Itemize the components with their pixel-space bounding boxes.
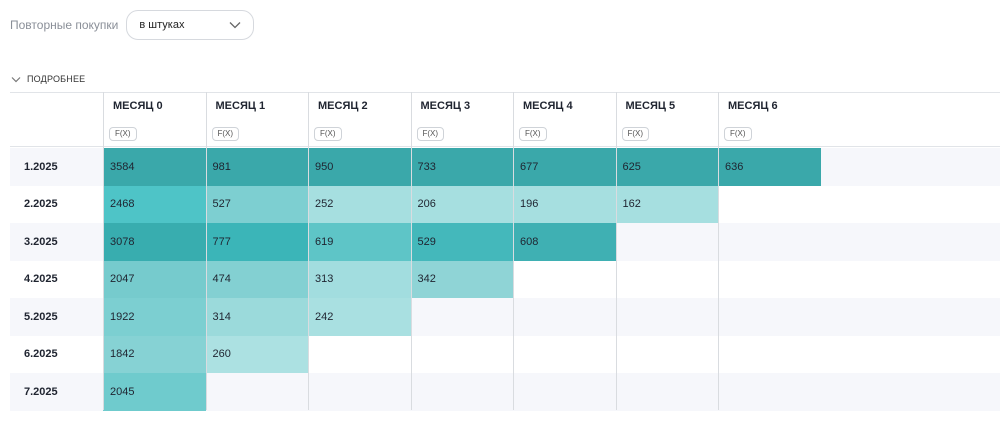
table-cell[interactable]: 196 <box>513 185 616 223</box>
table-row: 7.2025 2045 <box>10 373 1000 411</box>
row-label: 6.2025 <box>24 348 58 361</box>
table-top-border <box>10 92 1000 93</box>
table-cell[interactable]: 527 <box>205 185 308 223</box>
table-cell[interactable]: 2045 <box>103 373 206 411</box>
column-header-month-1: МЕСЯЦ 1 <box>215 100 266 112</box>
table-cell[interactable]: 981 <box>205 148 308 186</box>
table-cell[interactable]: 777 <box>205 223 308 261</box>
table-row: 3.2025 3078 777 619 529 608 <box>10 223 1000 261</box>
column-divider <box>513 92 514 410</box>
table-cell[interactable]: 342 <box>410 260 513 298</box>
units-select[interactable]: в штуках <box>126 10 255 40</box>
column-divider <box>308 92 309 410</box>
table-cell[interactable]: 252 <box>308 185 411 223</box>
column-divider <box>205 92 207 410</box>
formula-button[interactable]: F(X) <box>314 126 342 141</box>
formula-cell-month-6: F(X) <box>718 120 821 147</box>
column-divider <box>410 92 412 410</box>
table-cell[interactable]: 242 <box>308 298 411 336</box>
table-row: 1.2025 3584 981 950 733 677 625 636 <box>10 148 1000 186</box>
table-cell[interactable]: 677 <box>513 148 616 186</box>
column-header-month-2: МЕСЯЦ 2 <box>318 100 368 112</box>
table-cell[interactable]: 313 <box>308 260 411 298</box>
column-divider <box>718 92 719 410</box>
formula-cell-month-5: F(X) <box>616 120 719 147</box>
table-cell[interactable]: 1842 <box>103 335 206 373</box>
row-label: 7.2025 <box>24 385 58 398</box>
row-label: 2.2025 <box>24 198 58 211</box>
table-cell[interactable]: 625 <box>615 148 718 186</box>
table-cell[interactable]: 3584 <box>103 148 206 186</box>
formula-cell-month-1: F(X) <box>206 120 309 147</box>
table-cell[interactable]: 2047 <box>103 260 206 298</box>
formula-button[interactable]: F(X) <box>416 126 445 141</box>
table-cell[interactable]: 608 <box>513 223 616 261</box>
formula-row: F(X) F(X) F(X) F(X) F(X) F(X) F(X) <box>10 120 1000 147</box>
table-row: 5.2025 1922 314 242 <box>10 298 1000 336</box>
table-row: 4.2025 2047 474 313 342 <box>10 260 1000 298</box>
table-cell[interactable]: 636 <box>718 148 821 186</box>
chevron-down-icon <box>11 76 21 82</box>
row-label: 4.2025 <box>24 273 58 286</box>
table-cell[interactable]: 2468 <box>103 185 206 223</box>
table-cell[interactable]: 206 <box>410 185 513 223</box>
table-row: 2.2025 2468 527 252 206 196 162 <box>10 185 1000 223</box>
filter-bar: Повторные покупки в штуках <box>10 10 255 40</box>
formula-button[interactable]: F(X) <box>724 126 752 141</box>
row-label: 1.2025 <box>24 160 58 173</box>
column-divider <box>103 92 104 410</box>
formula-button[interactable]: F(X) <box>211 126 240 141</box>
formula-button[interactable]: F(X) <box>109 126 137 141</box>
formula-button[interactable]: F(X) <box>621 126 650 141</box>
table-cell[interactable]: 314 <box>205 298 308 336</box>
units-select-value: в штуках <box>139 19 185 31</box>
column-divider <box>615 92 617 410</box>
table-header-row: МЕСЯЦ 0 МЕСЯЦ 1 МЕСЯЦ 2 МЕСЯЦ 3 МЕСЯЦ 4 МЕСЯЦ… <box>10 92 1000 120</box>
details-label: ПОДРОБНЕЕ <box>27 74 86 84</box>
table-cell[interactable]: 260 <box>205 335 308 373</box>
details-toggle[interactable]: ПОДРОБНЕЕ <box>11 74 85 84</box>
table-cell[interactable]: 162 <box>615 185 718 223</box>
table-cell[interactable]: 950 <box>308 148 411 186</box>
table-cell[interactable]: 3078 <box>103 223 206 261</box>
chevron-down-icon <box>229 22 241 29</box>
table-row: 6.2025 1842 260 <box>10 335 1000 373</box>
row-label: 5.2025 <box>24 310 58 323</box>
table-cell[interactable]: 619 <box>308 223 411 261</box>
formula-cell-month-3: F(X) <box>411 120 514 147</box>
column-header-month-3: МЕСЯЦ 3 <box>420 100 471 112</box>
formula-cell-month-4: F(X) <box>513 120 616 147</box>
column-header-month-4: МЕСЯЦ 4 <box>523 100 573 112</box>
table-cell[interactable]: 1922 <box>103 298 206 336</box>
formula-cell-month-0: F(X) <box>103 120 206 147</box>
column-header-month-5: МЕСЯЦ 5 <box>625 100 676 112</box>
formula-button[interactable]: F(X) <box>519 126 547 141</box>
column-header-month-0: МЕСЯЦ 0 <box>113 100 163 112</box>
table-cell[interactable]: 529 <box>410 223 513 261</box>
table-cell[interactable]: 474 <box>205 260 308 298</box>
formula-cell-month-2: F(X) <box>308 120 411 147</box>
column-header-month-6: МЕСЯЦ 6 <box>728 100 778 112</box>
table-cell[interactable]: 733 <box>410 148 513 186</box>
filter-label: Повторные покупки <box>10 18 119 32</box>
row-label: 3.2025 <box>24 235 58 248</box>
